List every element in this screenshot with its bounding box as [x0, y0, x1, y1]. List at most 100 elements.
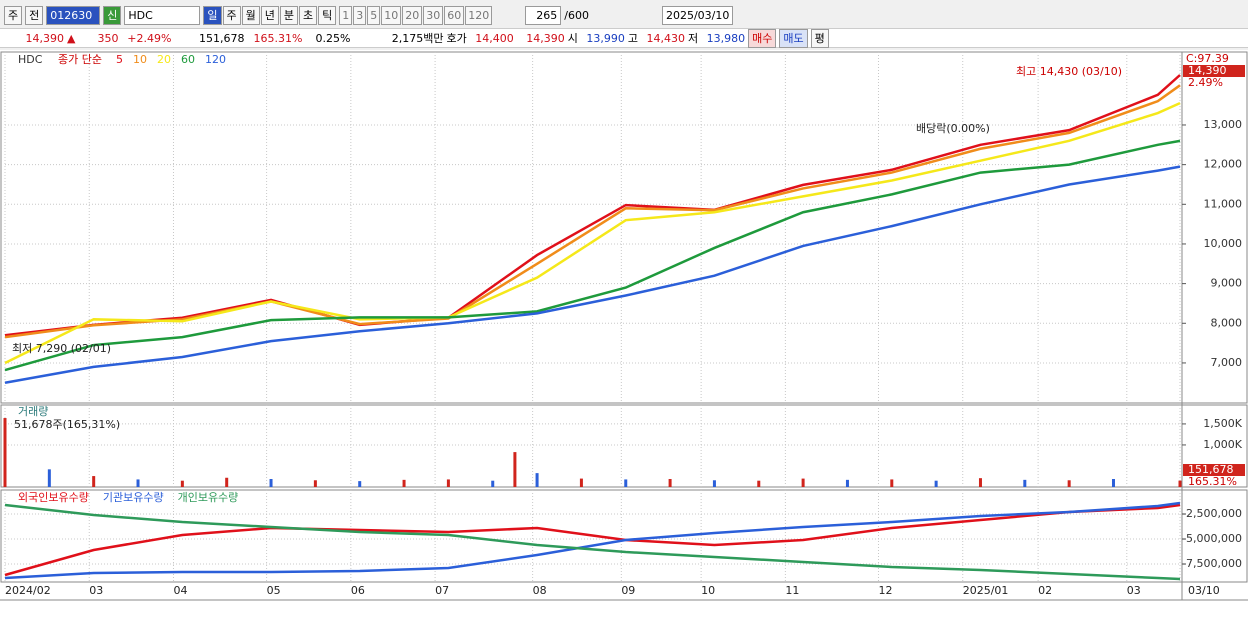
legend-entry: 120	[205, 53, 226, 66]
volume: 151,678	[198, 31, 245, 45]
count-input[interactable]: 265	[525, 5, 562, 25]
code-input[interactable]: 012630	[46, 5, 101, 25]
chart: 7,000 8,000 9,000 10,000 11,000 12,000 13,000 1…	[0, 50, 1248, 621]
arrow: ▲	[67, 31, 76, 45]
volume-bar	[513, 452, 517, 487]
x-tick-label: 07	[435, 584, 449, 597]
date-input[interactable]: 2025/03/10	[661, 5, 734, 25]
interval-button[interactable]: 20	[402, 5, 423, 25]
volume-bar	[801, 478, 805, 487]
interval-button[interactable]: 30	[423, 5, 444, 25]
volume-bar	[269, 479, 273, 487]
interval-button[interactable]: 10	[381, 5, 402, 25]
price: 14,390	[25, 31, 65, 45]
period-button[interactable]: 틱	[318, 5, 337, 25]
interval-button[interactable]: 5	[367, 5, 381, 25]
name-field[interactable]: HDC	[124, 5, 201, 25]
volume-bar	[180, 480, 184, 487]
legend-entry: 10	[133, 53, 147, 66]
open: 13,990	[586, 31, 625, 45]
volume-bar	[402, 479, 406, 487]
buy-button[interactable]: 매수	[748, 28, 777, 48]
sell-button[interactable]: 매도	[779, 28, 808, 48]
count-max: /600	[564, 8, 589, 22]
interval-button[interactable]: 3	[353, 5, 367, 25]
y-tick-label: 11,000	[1204, 197, 1243, 210]
last-label: 14,390	[1188, 64, 1227, 77]
avg-button[interactable]: 평	[810, 28, 829, 48]
y-tick-label: 1,500K	[1203, 417, 1242, 430]
legend-entry: 20	[157, 53, 171, 66]
volume-bar	[1067, 480, 1071, 487]
interval-button[interactable]: 120	[465, 5, 493, 25]
bid: 14,390	[526, 31, 565, 45]
x-tick-label: 03	[1127, 584, 1141, 597]
low: 13,980	[706, 31, 746, 45]
volume-bar	[757, 480, 761, 487]
volume-bar	[978, 478, 982, 487]
quote-bar: 14,390 ▲ 350 +2.49% 151,678 165.31% 0.25…	[0, 28, 1248, 48]
period-button[interactable]: 년	[260, 5, 279, 25]
legend-entry: 개인보유수량	[178, 491, 239, 504]
chart-background	[0, 50, 1248, 621]
volume-bar	[491, 480, 495, 487]
low-label: 저	[687, 32, 699, 45]
x-tick-label: 03/10	[1188, 584, 1220, 597]
y-tick-label: -2,500,000	[1182, 507, 1242, 520]
volume-bar	[845, 479, 849, 487]
open-label: 시	[567, 32, 578, 45]
amount: 2,175백만	[391, 32, 444, 45]
period-button[interactable]: 분	[279, 5, 298, 25]
volume-bar	[313, 480, 317, 487]
series-line	[4, 165, 1181, 385]
annotation: 배당락(0.00%)	[916, 122, 990, 135]
last-box	[1183, 65, 1245, 77]
turnover: 0.25%	[315, 31, 351, 45]
period-button[interactable]: 주	[222, 5, 241, 25]
y-tick-label: 12,000	[1204, 158, 1243, 171]
legend-title: 종가 단순	[58, 53, 102, 66]
period-button[interactable]: 월	[241, 5, 260, 25]
panel-subtitle: 51,678주(165,31%)	[14, 418, 120, 431]
x-tick-label: 06	[351, 584, 365, 597]
volume-bar	[1178, 480, 1182, 487]
volume-bar	[446, 479, 450, 487]
market-button[interactable]: 주	[4, 5, 23, 25]
high: 14,430	[646, 31, 685, 45]
x-tick-label: 05	[267, 584, 281, 597]
legend-entry: 외국인보유수량	[18, 491, 89, 504]
y-tick-label: 10,000	[1204, 237, 1243, 250]
period-button[interactable]: 초	[299, 5, 318, 25]
x-tick-label: 03	[89, 584, 103, 597]
volume-bar	[3, 418, 7, 487]
x-tick-label: 08	[533, 584, 547, 597]
panel-frame	[0, 404, 1248, 488]
interval-button[interactable]: 60	[444, 5, 465, 25]
symbol: HDC	[18, 53, 43, 66]
y-tick-label: 7,000	[1211, 356, 1243, 369]
interval-button[interactable]: 1	[339, 5, 353, 25]
period-button[interactable]: 일	[203, 5, 222, 25]
volume-pct: 165.31%	[253, 31, 303, 45]
y-tick-label: 9,000	[1211, 277, 1243, 290]
y-tick-label: -7,500,000	[1182, 557, 1242, 570]
series-line	[4, 84, 1181, 339]
volume-bar	[668, 479, 672, 487]
volume-bar	[1023, 479, 1027, 487]
volume-bar	[136, 479, 140, 487]
last-box	[1183, 464, 1245, 476]
volume-bar	[579, 478, 583, 487]
x-tick-label: 09	[621, 584, 635, 597]
volume-bar	[890, 479, 894, 487]
panel-frame	[0, 489, 1248, 583]
prev-button[interactable]: 전	[25, 5, 44, 25]
volume-bar	[92, 476, 96, 487]
annotation: 최저 7,290 (02/01)	[12, 342, 111, 355]
y-tick-label: 8,000	[1211, 316, 1243, 329]
y-tick-label: 13,000	[1204, 118, 1243, 131]
bid-label: 호가	[446, 32, 467, 45]
